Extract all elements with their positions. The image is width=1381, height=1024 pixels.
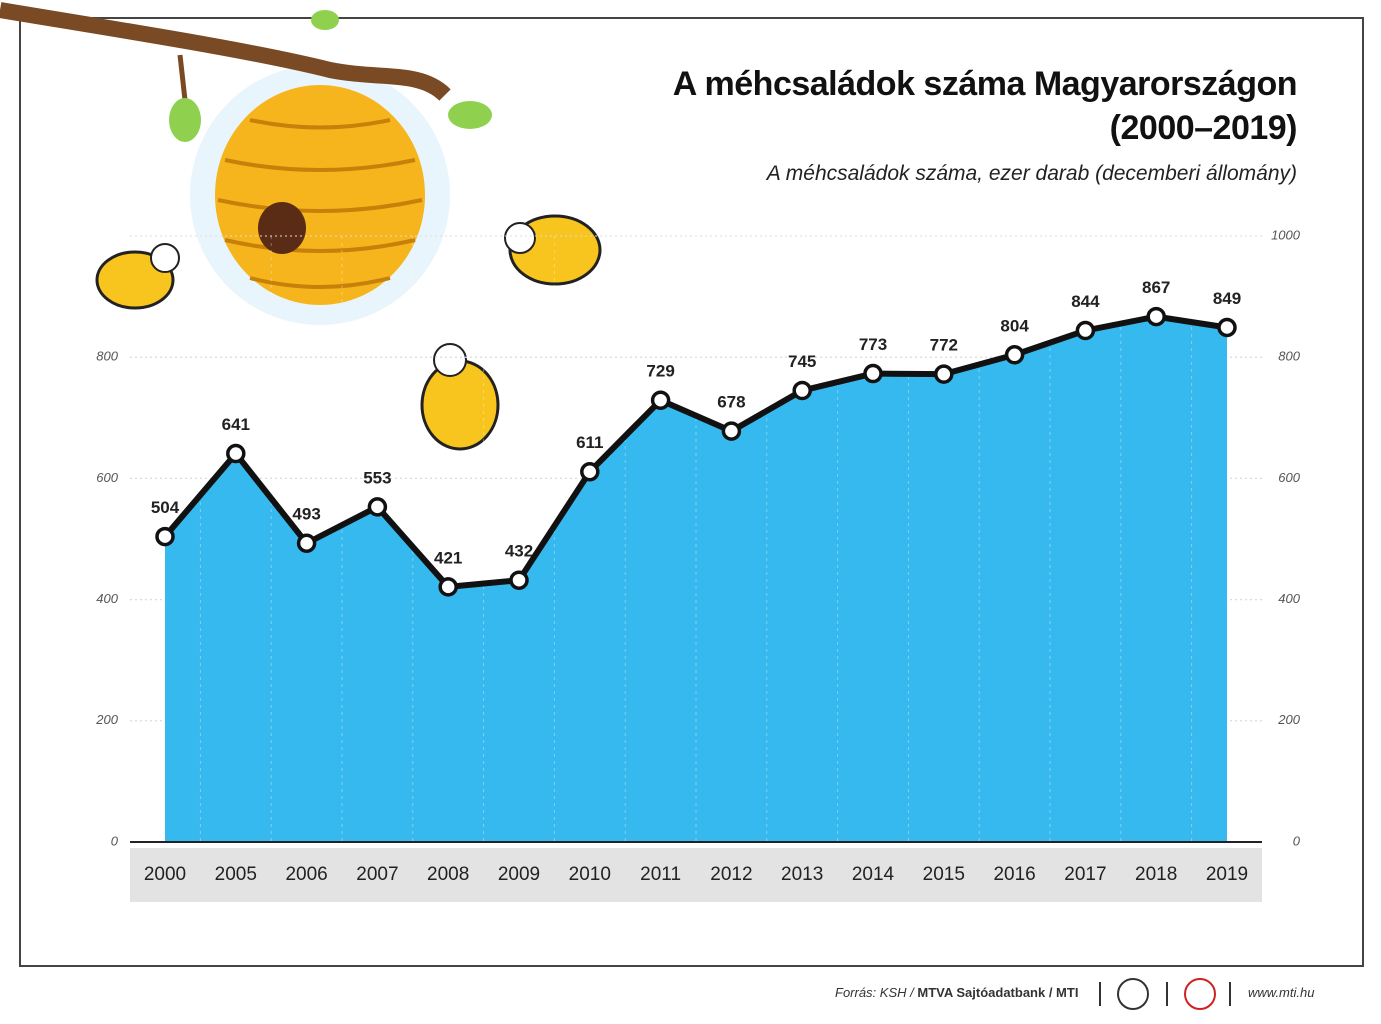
point (509, 570, 529, 590)
point (367, 497, 388, 517)
point (580, 461, 600, 482)
x-tick-label: 2000 (144, 864, 186, 885)
y2-tick-label: 800 (1278, 349, 1300, 364)
line (162, 313, 1228, 590)
frame (19, 17, 1364, 967)
value-label: 867 (1142, 278, 1170, 297)
x-tick-label: 2006 (285, 864, 327, 885)
y2-tick-label: 600 (1278, 470, 1300, 485)
point (1004, 345, 1025, 365)
point (1075, 320, 1096, 341)
point (226, 443, 246, 464)
y2-tick-label: 0 (1293, 833, 1301, 848)
value-label: 729 (646, 362, 674, 381)
value-label: 772 (930, 336, 958, 355)
y-tick-label: 600 (96, 470, 118, 485)
point (650, 390, 671, 410)
value-label: 421 (434, 548, 462, 567)
point (721, 421, 742, 441)
decoration (0, 2, 602, 451)
chart-subtitle: A méhcsaládok száma, ezer darab (decembe… (766, 162, 1297, 185)
area (165, 316, 1227, 842)
x-tick-label: 2012 (710, 864, 752, 885)
x-tick-label: 2011 (640, 864, 681, 885)
value-label: 678 (717, 393, 745, 412)
category-band (130, 848, 1262, 902)
y-tick-label: 400 (96, 591, 118, 606)
value-label: 432 (505, 542, 533, 561)
x-tick-label: 2018 (1135, 864, 1177, 885)
point (155, 526, 175, 547)
chart-title: A méhcsaládok száma Magyarországon (2000… (672, 65, 1298, 147)
x-tick-label: 2016 (993, 864, 1035, 885)
x-tick-label: 2017 (1064, 864, 1106, 885)
x-tick-label: 2019 (1206, 864, 1248, 885)
point (934, 364, 954, 384)
value-label: 641 (222, 415, 250, 434)
value-label: 611 (576, 433, 603, 452)
x-tick-label: 2015 (923, 864, 965, 885)
website: www.mti.hu (1248, 985, 1315, 1000)
x-tick-label: 2009 (498, 864, 540, 885)
x-tick-label: 2005 (215, 864, 257, 885)
value-label: 745 (788, 352, 816, 371)
source: Forrás: KSH / MTVA Sajtóadatbank / MTI (835, 985, 1078, 1000)
point (863, 363, 883, 384)
x-tick-label: 2007 (356, 864, 398, 885)
y2-tick-label: 1000 (1271, 227, 1301, 242)
x-tick-label: 2013 (781, 864, 823, 885)
value-label: 553 (363, 468, 391, 487)
source-text: Forrás: KSH / (835, 985, 914, 1000)
x-tick-label: 2008 (427, 864, 469, 885)
publisher: MTVA Sajtóadatbank / MTI (917, 985, 1079, 1000)
logos (1099, 978, 1231, 1010)
point (438, 577, 458, 597)
value-label: 773 (859, 335, 887, 354)
point (792, 380, 812, 401)
y-tick-label: 800 (96, 349, 118, 364)
value-label: 493 (292, 505, 320, 524)
point (1146, 306, 1166, 327)
point (1217, 317, 1237, 338)
value-label: 504 (151, 498, 180, 517)
y2-tick-label: 200 (1277, 712, 1300, 727)
point (296, 533, 317, 553)
y-tick-label: 0 (111, 833, 119, 848)
value-label: 804 (1000, 316, 1029, 335)
x-tick-label: 2014 (852, 864, 895, 885)
x-tick-label: 2010 (569, 864, 611, 885)
y2-tick-label: 400 (1278, 591, 1300, 606)
y-tick-label: 200 (95, 712, 118, 727)
value-label: 849 (1213, 289, 1241, 308)
value-label: 844 (1071, 292, 1100, 311)
